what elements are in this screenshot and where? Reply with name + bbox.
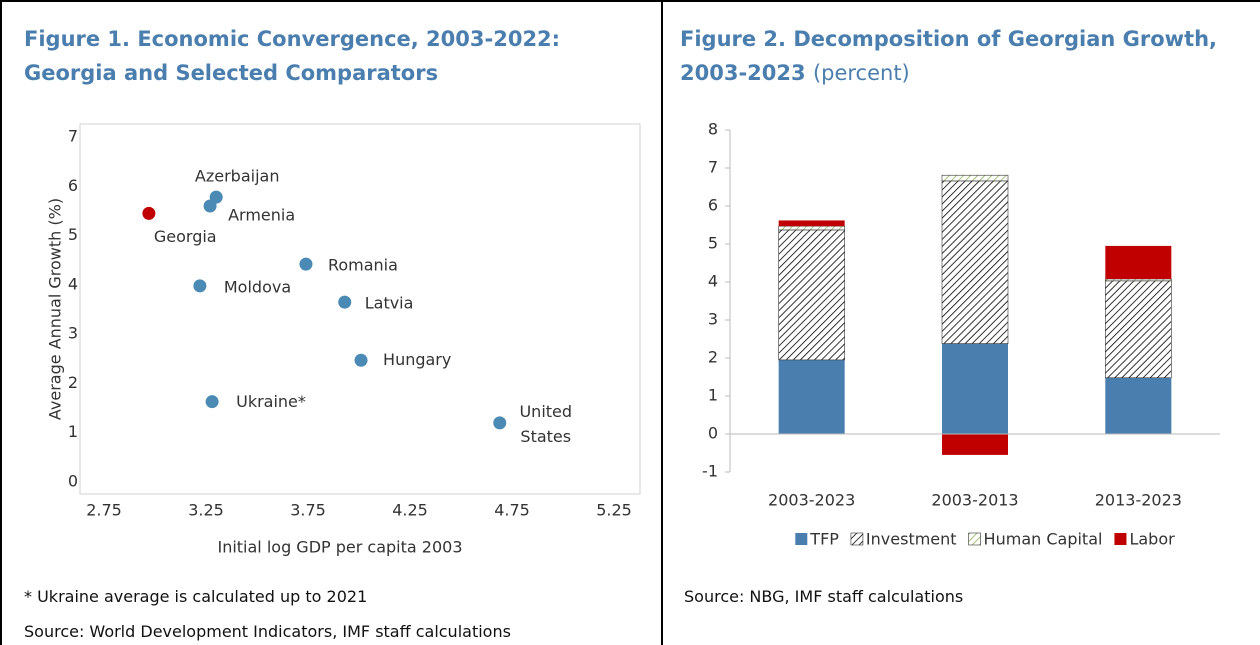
legend: TFP Investment Human Capital Labor	[795, 530, 1175, 549]
figure-title: Figure 1. Economic Convergence, 2003-202…	[24, 27, 561, 85]
legend-swatch	[850, 532, 864, 546]
y-tick-label: 3	[68, 324, 78, 343]
x-axis-label: Initial log GDP per capita 2003	[217, 538, 462, 557]
y-tick-label: 6	[708, 196, 718, 215]
y-tick-label: 2	[68, 373, 78, 392]
y-tick-label: 6	[68, 176, 78, 195]
subtitle: (percent)	[812, 61, 910, 85]
y-tick-label: 0	[708, 424, 718, 443]
bar-segment	[941, 180, 1009, 344]
bar-segment	[942, 343, 1008, 434]
legend-label: Human Capital	[984, 530, 1103, 549]
x-tick-label: 2013-2023	[1095, 491, 1182, 510]
y-tick-label: 7	[708, 158, 718, 177]
bar-segment	[1105, 280, 1172, 379]
bar-segment	[778, 225, 845, 231]
legend-label: Investment	[866, 530, 957, 549]
point-label: Ukraine*	[236, 392, 306, 411]
bar-segment	[942, 434, 1008, 455]
legend-swatch	[795, 533, 808, 545]
point	[193, 279, 207, 293]
x-tick-label: 3.75	[290, 501, 326, 520]
bar-segment	[1105, 377, 1172, 434]
point-label: Moldova	[224, 277, 291, 296]
point	[493, 416, 507, 430]
legend-label: Labor	[1129, 530, 1175, 549]
legend-swatch	[1114, 533, 1127, 545]
title-text: Figure 2. Decomposition of Georgian Grow…	[680, 27, 1218, 85]
y-axis-label: Average Annual Growth (%)	[46, 198, 65, 420]
x-tick-label: 2.75	[86, 501, 122, 520]
bar-segment	[941, 174, 1009, 182]
bar-segment	[778, 359, 845, 434]
figure-title: Figure 2. Decomposition of Georgian Grow…	[680, 22, 1260, 90]
point	[142, 206, 156, 220]
point	[354, 353, 368, 367]
y-tick-label: 1	[708, 386, 718, 405]
y-tick-label: 7	[68, 127, 78, 146]
y-tick-label: -1	[702, 462, 718, 481]
point-label: United States	[519, 401, 572, 445]
y-tick-label: 0	[68, 472, 78, 491]
y-tick-label: 1	[68, 422, 78, 441]
point	[203, 199, 217, 213]
point	[338, 295, 352, 309]
y-tick-label: 5	[68, 225, 78, 244]
point-label: Armenia	[228, 206, 295, 225]
point	[205, 395, 219, 409]
point-label: Azerbaijan	[195, 167, 280, 186]
bar-segment	[1105, 278, 1172, 282]
plot-frame	[79, 123, 641, 495]
x-tick-label: 3.25	[188, 501, 224, 520]
bar-segment	[778, 229, 845, 361]
y-tick-label: 5	[708, 234, 718, 253]
x-tick-label: 5.25	[596, 501, 632, 520]
point-label: Hungary	[383, 350, 451, 369]
y-tick-label: 4	[708, 272, 718, 291]
point-label: Romania	[328, 256, 398, 275]
note: * Ukraine average is calculated up to 20…	[24, 587, 368, 606]
note: Source: World Development Indicators, IM…	[24, 622, 511, 641]
x-tick-label: 2003-2013	[931, 491, 1018, 510]
x-tick-label: 4.75	[494, 501, 530, 520]
y-tick-label: 4	[68, 274, 78, 293]
y-tick-label: 8	[708, 120, 718, 139]
y-tick-label: 3	[708, 310, 718, 329]
legend-swatch	[968, 532, 981, 546]
point-label: Latvia	[365, 294, 414, 313]
x-tick-label: 2003-2023	[768, 491, 855, 510]
point-label: Georgia	[154, 227, 217, 246]
y-tick-label: 2	[708, 348, 718, 367]
legend-label: TFP	[809, 530, 839, 549]
note: Source: NBG, IMF staff calculations	[684, 587, 964, 606]
x-tick-label: 4.25	[392, 501, 428, 520]
bar-segment	[1105, 245, 1172, 279]
point	[299, 257, 313, 271]
bar-segment	[778, 220, 845, 227]
